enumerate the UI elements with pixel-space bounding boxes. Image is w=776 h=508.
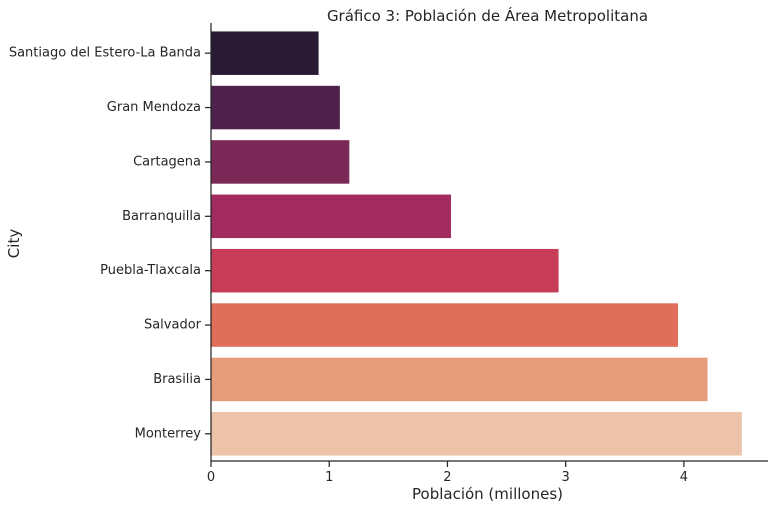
bar-5 bbox=[211, 303, 678, 347]
bar-6 bbox=[211, 357, 708, 402]
bar-4 bbox=[211, 248, 559, 293]
x-tick-label-4: 4 bbox=[680, 470, 688, 485]
y-tick-label-3: Barranquilla bbox=[122, 209, 201, 224]
bar-2 bbox=[211, 140, 350, 184]
bar-1 bbox=[211, 85, 340, 130]
bar-0 bbox=[211, 31, 319, 75]
bar-3 bbox=[211, 194, 451, 239]
y-axis: Santiago del Estero-La Banda Gran Mendoza… bbox=[9, 23, 212, 461]
y-tick-label-1: Gran Mendoza bbox=[107, 100, 201, 115]
y-tick-label-5: Salvador bbox=[144, 318, 202, 333]
y-tick-label-7: Monterrey bbox=[135, 426, 202, 441]
bars-group bbox=[211, 31, 742, 456]
y-axis-title: City bbox=[5, 229, 23, 259]
y-tick-label-4: Puebla-Tlaxcala bbox=[100, 263, 201, 278]
x-tick-label-0: 0 bbox=[207, 470, 215, 485]
x-tick-label-3: 3 bbox=[562, 470, 570, 485]
x-tick-label-1: 1 bbox=[325, 470, 333, 485]
y-tick-label-0: Santiago del Estero-La Banda bbox=[9, 46, 201, 61]
x-axis: 0 1 2 3 4 bbox=[207, 460, 768, 485]
y-tick-label-2: Cartagena bbox=[133, 154, 201, 169]
x-tick-label-2: 2 bbox=[443, 470, 451, 485]
x-axis-title: Población (millones) bbox=[412, 485, 563, 503]
bar-7 bbox=[211, 412, 742, 456]
chart-title: Gráfico 3: Población de Área Metropolita… bbox=[327, 6, 648, 25]
y-tick-label-6: Brasilia bbox=[153, 372, 201, 387]
